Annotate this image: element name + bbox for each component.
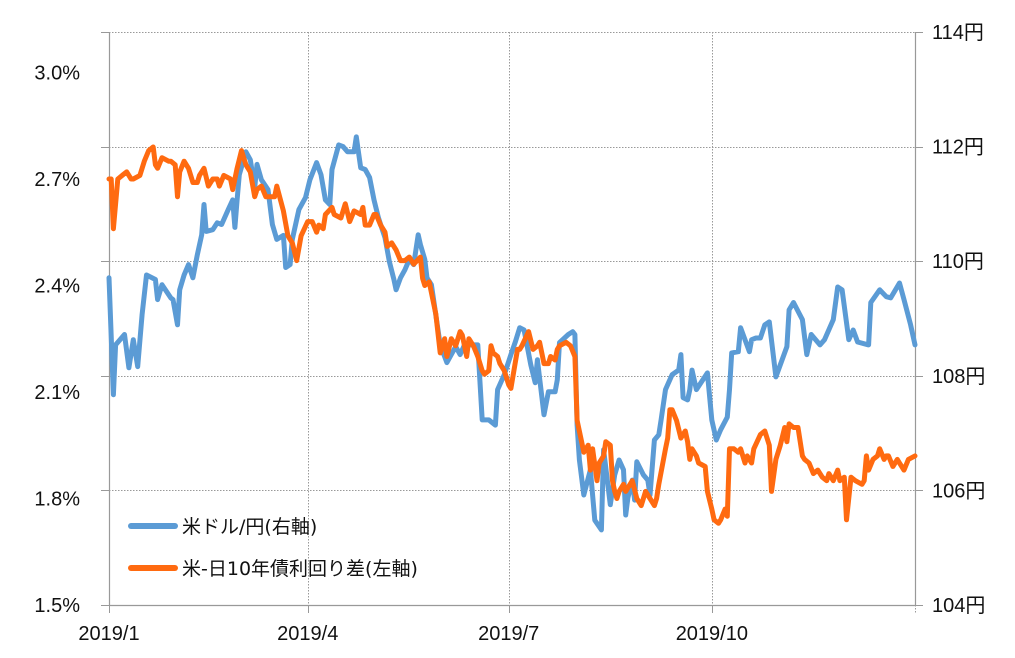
x-tick-label: 2019/7 [478, 623, 539, 645]
x-tick-label: 2019/4 [277, 623, 338, 645]
tick-labels: 104円 106円 108円 110円 112円 114円 2019/1 2019/4 2019… [34, 22, 985, 645]
usdjpy-line [106, 134, 918, 533]
right-tick-label: 112円 [932, 137, 984, 159]
x-tick-label: 2019/1 [78, 623, 139, 645]
legend-swatch-orange [128, 564, 178, 571]
legend-item-usdjpy: 米ドル/円(右軸) [128, 512, 317, 539]
axes [101, 32, 923, 613]
right-tick-label: 108円 [932, 366, 985, 388]
right-tick-label: 110円 [932, 251, 984, 273]
series-lines [106, 134, 918, 533]
left-tick-label: 1.8% [34, 488, 80, 510]
left-tick-label: 2.4% [34, 275, 80, 297]
left-tick-label: 3.0% [34, 62, 80, 84]
x-tick-label: 2019/10 [676, 623, 748, 645]
legend-swatch-blue [128, 522, 178, 529]
left-tick-label: 1.5% [34, 595, 80, 617]
yield-spread-line [106, 144, 918, 526]
left-tick-label: 2.1% [34, 382, 80, 404]
right-tick-label: 106円 [932, 480, 985, 502]
right-tick-label: 114円 [932, 22, 984, 44]
legend-label-usdjpy: 米ドル/円(右軸) [182, 516, 318, 538]
legend-item-yield-spread: 米-日10年債利回り差(左軸) [128, 554, 418, 581]
left-tick-label: 2.7% [34, 169, 80, 191]
legend-label-yield-spread: 米-日10年債利回り差(左軸) [182, 558, 418, 580]
right-tick-label: 104円 [932, 595, 985, 617]
